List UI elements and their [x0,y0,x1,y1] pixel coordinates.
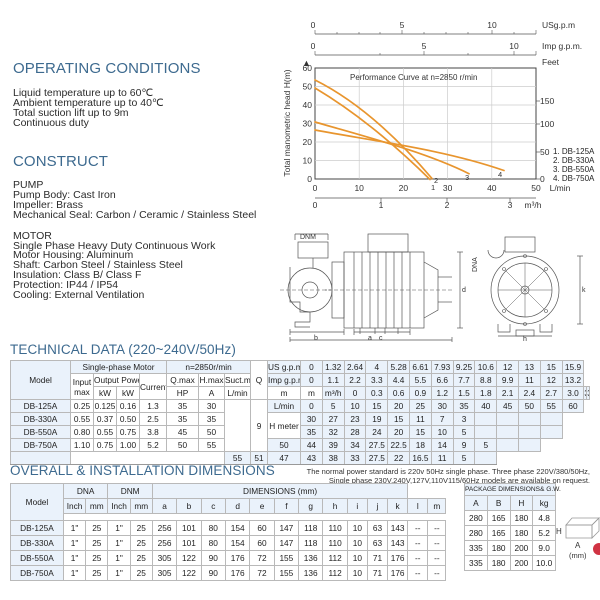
svg-text:5: 5 [422,41,427,51]
svg-text:USg.p.m: USg.p.m [542,20,575,30]
svg-text:10: 10 [509,41,519,51]
svg-text:A: A [575,541,581,550]
svg-text:150: 150 [540,96,554,106]
svg-text:1: 1 [431,183,435,192]
svg-text:DNA: DNA [472,257,479,272]
svg-text:40: 40 [487,183,497,193]
svg-text:4: 4 [498,170,502,179]
svg-text:Total manometric head H(m): Total manometric head H(m) [282,69,292,176]
svg-text:20: 20 [399,183,409,193]
svg-text:50: 50 [540,147,550,157]
svg-text:4. DB-750A: 4. DB-750A [553,174,595,183]
svg-text:3. DB-550A: 3. DB-550A [553,165,595,174]
svg-text:L/min: L/min [550,183,571,193]
svg-text:c: c [379,335,383,342]
svg-text:Imp g.p.m.: Imp g.p.m. [542,41,582,51]
svg-text:m³/h: m³/h [525,200,542,210]
svg-text:1. DB-125A: 1. DB-125A [553,147,595,156]
svg-text:20: 20 [303,137,313,147]
svg-text:Feet: Feet [542,57,560,67]
svg-text:100: 100 [540,119,554,129]
svg-text:0: 0 [311,41,316,51]
svg-text:Performance Curve at n=2850 r/: Performance Curve at n=2850 r/min [350,73,477,82]
svg-text:50: 50 [303,82,313,92]
svg-text:0: 0 [540,174,545,184]
svg-text:10: 10 [354,183,364,193]
svg-text:0: 0 [313,200,318,210]
svg-text:2. DB-330A: 2. DB-330A [553,156,595,165]
svg-text:d: d [462,287,466,294]
svg-text:3: 3 [465,173,469,182]
svg-text:(mm): (mm) [569,551,587,560]
svg-text:DNM: DNM [300,234,316,241]
svg-text:50: 50 [531,183,541,193]
svg-text:10: 10 [303,156,313,166]
svg-text:5: 5 [400,20,405,30]
svg-text:10: 10 [487,20,497,30]
svg-text:30: 30 [303,119,313,129]
svg-text:a: a [368,335,372,342]
svg-text:H: H [556,527,562,536]
svg-text:40: 40 [303,100,313,110]
svg-text:0: 0 [307,174,312,184]
svg-text:0: 0 [311,20,316,30]
svg-text:0: 0 [313,183,318,193]
svg-text:30: 30 [443,183,453,193]
svg-text:b: b [314,335,318,342]
svg-text:60: 60 [303,63,313,73]
svg-text:k: k [582,287,586,294]
